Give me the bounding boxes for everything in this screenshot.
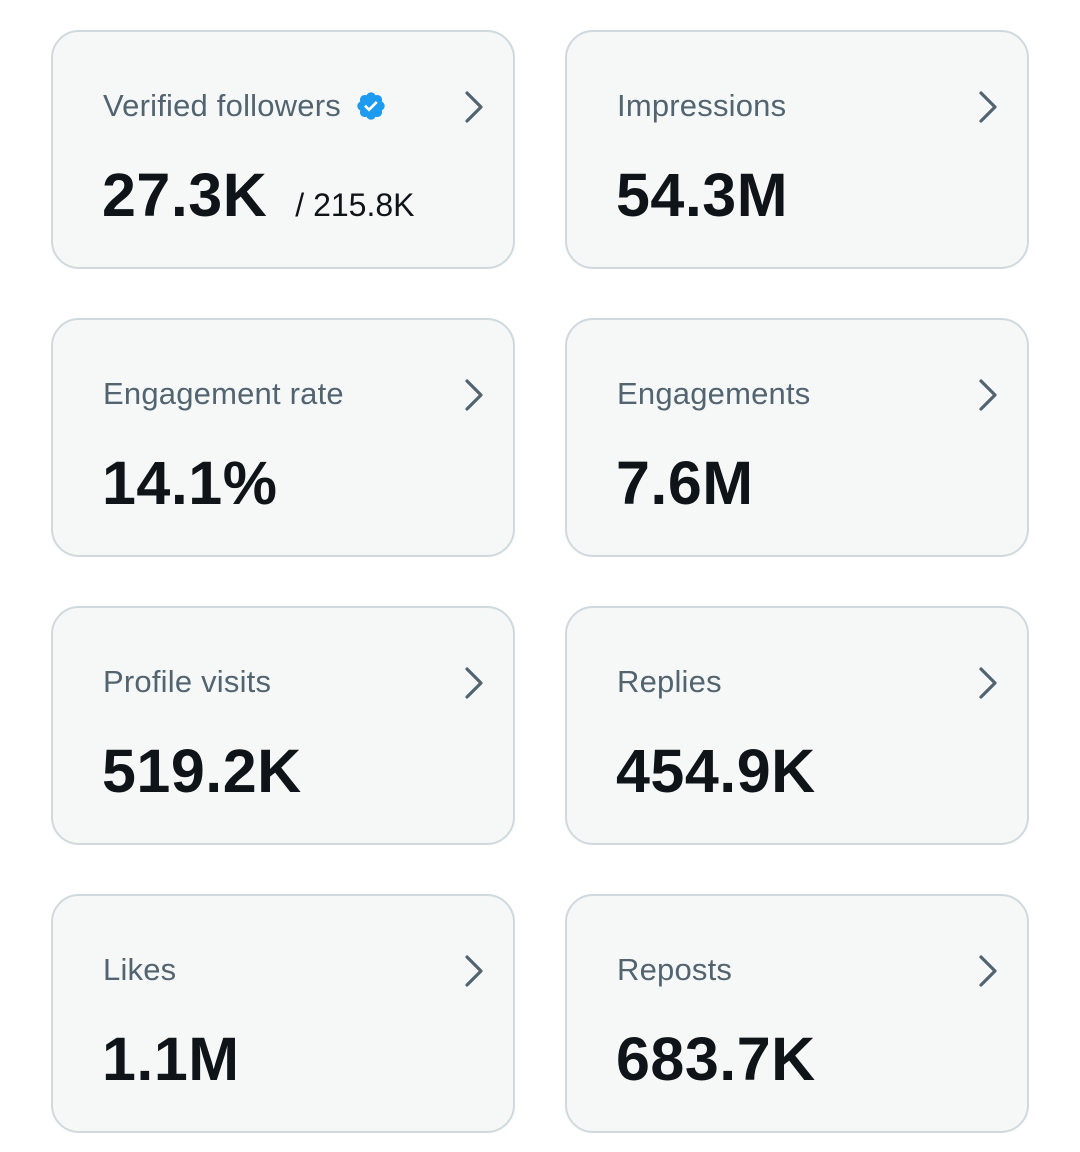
metric-value-row: 683.7K	[616, 1029, 816, 1090]
metric-card-likes[interactable]: Likes 1.1M	[51, 894, 515, 1133]
verified-badge-icon	[355, 90, 387, 122]
metric-value-row: 519.2K	[102, 741, 302, 802]
metric-label-text: Reposts	[617, 952, 733, 987]
metric-label: Replies	[617, 664, 722, 700]
chevron-right-icon[interactable]	[461, 89, 487, 125]
metric-card-profile-visits[interactable]: Profile visits 519.2K	[51, 606, 515, 845]
metric-value: 27.3K	[102, 161, 268, 229]
metric-value-row: 454.9K	[616, 741, 816, 802]
chevron-right-icon[interactable]	[975, 89, 1001, 125]
metric-card-verified-followers[interactable]: Verified followers 27.3K / 215.8K	[51, 30, 515, 269]
chevron-right-icon[interactable]	[461, 665, 487, 701]
metric-label: Reposts	[617, 952, 732, 988]
metric-label-text: Profile visits	[103, 664, 272, 699]
metric-card-impressions[interactable]: Impressions 54.3M	[565, 30, 1029, 269]
chevron-right-icon[interactable]	[461, 377, 487, 413]
metric-label-text: Replies	[617, 664, 722, 699]
metric-value-row: 1.1M	[102, 1029, 240, 1090]
metric-label: Engagements	[617, 376, 811, 412]
metric-label: Likes	[103, 952, 176, 988]
metric-value-row: 27.3K / 215.8K	[102, 165, 414, 226]
analytics-metrics-grid: Verified followers 27.3K / 215.8K Impres…	[51, 30, 1029, 1133]
chevron-right-icon[interactable]	[975, 377, 1001, 413]
metric-total-followers: / 215.8K	[295, 187, 415, 223]
metric-label-text: Impressions	[617, 88, 787, 123]
metric-label: Impressions	[617, 88, 786, 124]
metric-card-engagement-rate[interactable]: Engagement rate 14.1%	[51, 318, 515, 557]
metric-label: Engagement rate	[103, 376, 344, 412]
metric-value-row: 7.6M	[616, 453, 754, 514]
metric-value: 1.1M	[102, 1025, 240, 1093]
metric-value-row: 54.3M	[616, 165, 788, 226]
chevron-right-icon[interactable]	[975, 665, 1001, 701]
metric-label-text: Engagement rate	[103, 376, 344, 411]
metric-value: 519.2K	[102, 737, 302, 805]
metric-value: 14.1%	[102, 449, 278, 517]
metric-card-reposts[interactable]: Reposts 683.7K	[565, 894, 1029, 1133]
chevron-right-icon[interactable]	[461, 953, 487, 989]
metric-value: 454.9K	[616, 737, 816, 805]
metric-label-text: Verified followers	[103, 88, 341, 123]
metric-value: 683.7K	[616, 1025, 816, 1093]
metric-value: 54.3M	[616, 161, 789, 229]
metric-value-row: 14.1%	[102, 453, 277, 514]
metric-label: Verified followers	[103, 88, 387, 124]
chevron-right-icon[interactable]	[975, 953, 1001, 989]
metric-card-engagements[interactable]: Engagements 7.6M	[565, 318, 1029, 557]
metric-label-text: Likes	[103, 952, 177, 987]
metric-label-text: Engagements	[617, 376, 811, 411]
metric-label: Profile visits	[103, 664, 271, 700]
metric-value: 7.6M	[616, 449, 754, 517]
metric-card-replies[interactable]: Replies 454.9K	[565, 606, 1029, 845]
